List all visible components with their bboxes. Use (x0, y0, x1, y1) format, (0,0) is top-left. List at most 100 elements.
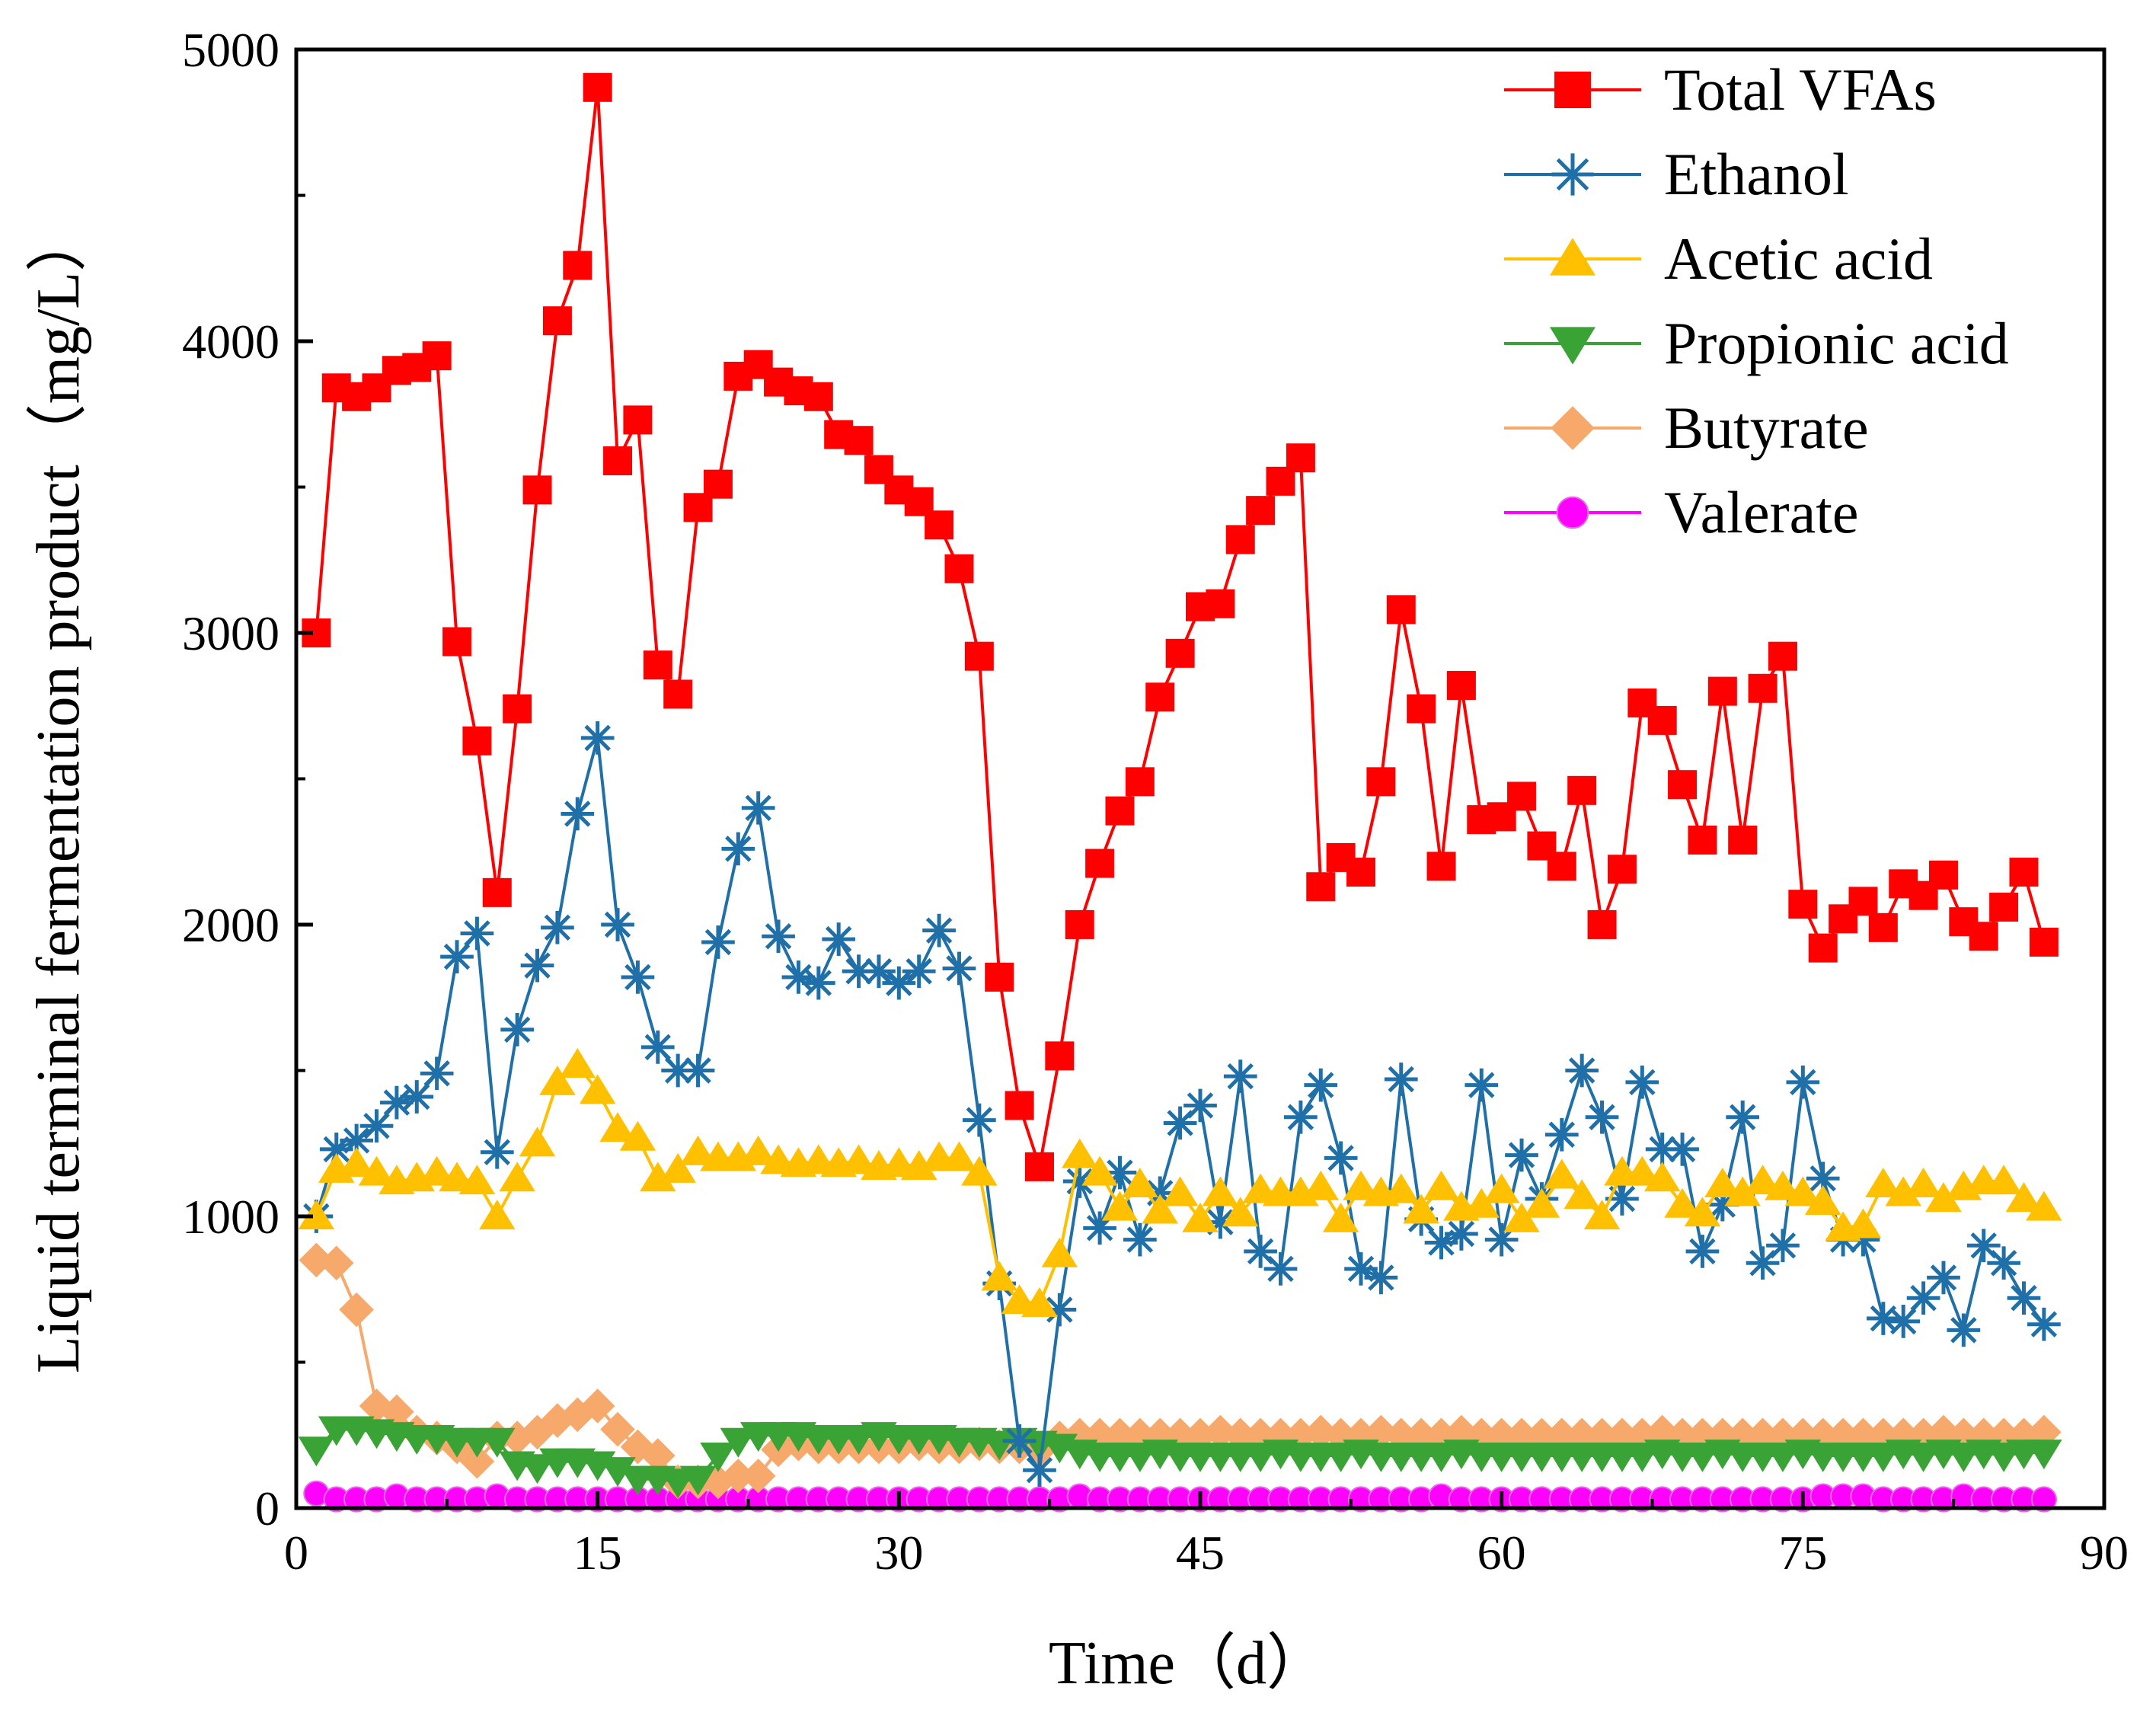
x-tick-label: 30 (874, 1526, 923, 1580)
data-point-total-vfas (1848, 887, 1878, 916)
data-point-acetic-acid (900, 1150, 937, 1180)
data-point-acetic-acid (559, 1047, 596, 1078)
data-point-acetic-acid (1583, 1200, 1621, 1230)
axes-layer: 0 15 30 45 60 75 90 0 1000 2000 3000 4000 5000 (182, 23, 2129, 1580)
data-point-total-vfas (964, 641, 994, 671)
x-tick-label: 15 (573, 1526, 622, 1580)
data-point-total-vfas (1668, 770, 1698, 800)
data-point-total-vfas (1707, 676, 1737, 706)
data-point-total-vfas (442, 627, 472, 657)
data-point-acetic-acid (1744, 1165, 1781, 1195)
legend-item-acetic-acid: Acetic acid (1504, 225, 1933, 292)
data-point-total-vfas (482, 877, 512, 907)
data-point-total-vfas (703, 469, 733, 499)
data-point-total-vfas (1206, 589, 1235, 618)
data-point-ethanol (1645, 1133, 1679, 1166)
data-point-ethanol (801, 966, 835, 1000)
data-point-total-vfas (1306, 872, 1336, 902)
data-point-total-vfas (1969, 922, 1998, 951)
data-point-acetic-acid (1343, 1170, 1379, 1200)
x-tick-label: 60 (1477, 1526, 1526, 1580)
data-point-ethanol (1344, 1252, 1378, 1286)
data-point-acetic-acid (1563, 1179, 1600, 1210)
x-tick-label: 0 (284, 1526, 308, 1580)
legend-marker-butyrate (1551, 406, 1595, 450)
data-point-ethanol (1123, 1222, 1157, 1257)
data-point-propionic-acid (298, 1436, 335, 1467)
y-tick-label: 4000 (182, 315, 279, 369)
data-point-ethanol (621, 960, 655, 994)
data-point-acetic-acid (1784, 1176, 1822, 1206)
data-point-ethanol (922, 913, 956, 947)
data-point-total-vfas (1587, 910, 1617, 939)
x-axis-title: Time（d） (1049, 1630, 1327, 1697)
data-point-total-vfas (1286, 443, 1315, 473)
data-point-ethanol (1324, 1141, 1358, 1175)
data-point-ethanol (601, 908, 634, 941)
legend-item-propionic-acid: Propionic acid (1504, 310, 2009, 376)
data-point-acetic-acid (660, 1152, 696, 1183)
x-tick-label: 45 (1176, 1526, 1225, 1580)
data-point-total-vfas (1507, 781, 1537, 811)
data-point-total-vfas (1989, 893, 2019, 922)
data-point-butyrate (701, 1464, 736, 1500)
data-point-acetic-acid (1383, 1173, 1420, 1203)
data-point-total-vfas (1868, 912, 1898, 942)
data-point-butyrate (1986, 1417, 2021, 1453)
x-tick-label: 75 (1778, 1526, 1827, 1580)
data-point-butyrate (519, 1414, 555, 1450)
data-point-ethanol (721, 832, 755, 866)
data-point-ethanol (1163, 1106, 1197, 1140)
data-point-ethanol (1083, 1211, 1116, 1245)
data-point-ethanol (1746, 1246, 1780, 1280)
data-point-ethanol (1043, 1293, 1077, 1327)
data-point-total-vfas (1045, 1041, 1075, 1071)
data-point-ethanol (580, 721, 615, 755)
data-point-acetic-acid (1503, 1202, 1540, 1232)
data-point-acetic-acid (1222, 1197, 1259, 1227)
data-point-acetic-acid (619, 1120, 656, 1151)
data-point-total-vfas (1005, 1091, 1034, 1120)
data-point-ethanol (1484, 1222, 1519, 1257)
data-point-butyrate (1805, 1417, 1841, 1453)
data-point-ethanol (1284, 1100, 1318, 1134)
data-point-ethanol (1023, 1453, 1056, 1488)
data-point-ethanol (1705, 1187, 1739, 1222)
legend-label-total-vfas: Total VFAs (1664, 56, 1937, 123)
data-point-total-vfas (1748, 673, 1778, 703)
data-point-total-vfas (1688, 825, 1717, 855)
data-point-ethanol (400, 1080, 434, 1114)
data-point-acetic-acid (1624, 1155, 1661, 1186)
data-point-ethanol (561, 797, 595, 831)
data-point-total-vfas (985, 962, 1014, 992)
data-point-propionic-acid (519, 1454, 556, 1484)
data-point-ethanol (1927, 1261, 1960, 1295)
data-point-total-vfas (1145, 682, 1175, 712)
data-point-acetic-acid (1101, 1190, 1139, 1221)
data-point-acetic-acid (1845, 1208, 1882, 1238)
data-point-acetic-acid (1523, 1187, 1560, 1218)
series-valerate (303, 1480, 2058, 1513)
data-point-total-vfas (1728, 825, 1758, 855)
data-point-total-vfas (1647, 705, 1677, 735)
data-point-acetic-acid (1925, 1182, 1962, 1213)
y-tick-label: 3000 (182, 606, 279, 660)
data-point-total-vfas (1788, 890, 1818, 919)
data-point-ethanol (661, 1053, 695, 1088)
data-point-acetic-acid (599, 1112, 636, 1142)
data-point-acetic-acid (640, 1162, 676, 1192)
data-point-acetic-acid (1664, 1187, 1701, 1218)
legend-label-butyrate: Butyrate (1664, 395, 1869, 461)
data-point-ethanol (1364, 1261, 1398, 1295)
data-point-ethanol (1464, 1068, 1499, 1102)
data-point-acetic-acid (1423, 1170, 1460, 1200)
data-point-acetic-acid (418, 1155, 455, 1186)
data-point-butyrate (1725, 1417, 1760, 1453)
legend-label-ethanol: Ethanol (1664, 141, 1849, 207)
data-point-total-vfas (603, 446, 633, 476)
data-point-acetic-acid (840, 1144, 877, 1174)
data-point-ethanol (380, 1085, 414, 1120)
data-point-total-vfas (583, 72, 612, 102)
data-point-acetic-acid (1985, 1165, 2022, 1195)
data-point-total-vfas (1246, 496, 1276, 526)
